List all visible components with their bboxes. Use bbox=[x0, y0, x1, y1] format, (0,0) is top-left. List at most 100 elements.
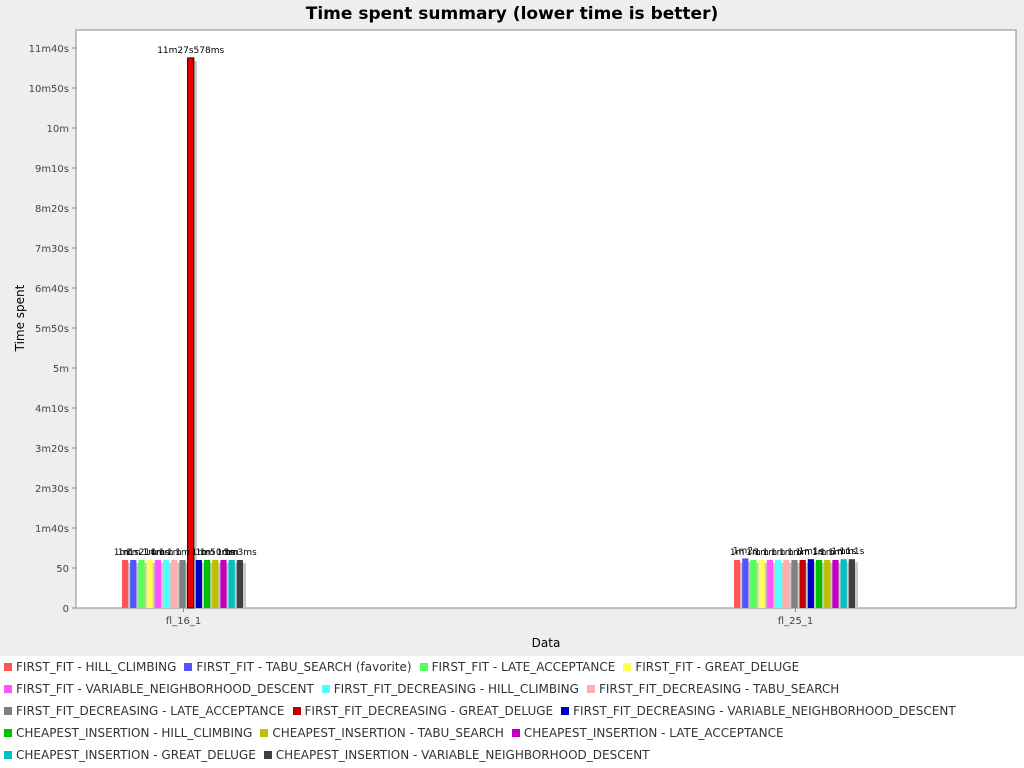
bar-highlight bbox=[236, 560, 239, 608]
bar-value-label: 1m50ms bbox=[196, 548, 236, 558]
bar-highlight bbox=[179, 560, 181, 608]
bar-value-label: 1m bbox=[216, 548, 231, 558]
bar-highlight bbox=[742, 558, 744, 608]
bar bbox=[742, 558, 749, 608]
bar bbox=[791, 560, 798, 608]
bar bbox=[236, 560, 243, 608]
legend-item: CHEAPEST_INSERTION - HILL_CLIMBING bbox=[4, 726, 252, 740]
legend-item: FIRST_FIT - GREAT_DELUGE bbox=[623, 660, 799, 674]
bar-value-label: 1m bbox=[126, 548, 141, 558]
y-axis-label: Time spent bbox=[13, 284, 27, 352]
bar bbox=[146, 560, 153, 608]
legend-swatch bbox=[263, 751, 272, 759]
bar bbox=[187, 57, 195, 609]
bar bbox=[750, 560, 757, 608]
legend-row: FIRST_FIT_DECREASING - LATE_ACCEPTANCE FI… bbox=[4, 700, 964, 722]
legend-row: CHEAPEST_INSERTION - HILL_CLIMBING CHEAPE… bbox=[4, 722, 792, 744]
bar bbox=[163, 560, 170, 608]
legend-item: FIRST_FIT_DECREASING - TABU_SEARCH bbox=[586, 682, 840, 696]
bar-highlight bbox=[775, 560, 777, 608]
bars bbox=[122, 57, 858, 609]
legend-swatch bbox=[561, 707, 570, 715]
bar-value-label: 1m bbox=[795, 548, 810, 558]
bar bbox=[195, 560, 202, 608]
bar bbox=[848, 559, 855, 608]
bar bbox=[122, 560, 129, 608]
bar-value-label: 1m bbox=[118, 548, 133, 558]
legend-label: FIRST_FIT - HILL_CLIMBING bbox=[16, 660, 177, 674]
bar bbox=[758, 560, 765, 608]
legend-swatch bbox=[586, 685, 595, 693]
legend-swatch bbox=[4, 707, 12, 715]
legend-row: FIRST_FIT - VARIABLE_NEIGHBORHOOD_DESCEN… bbox=[4, 678, 847, 700]
bar-highlight bbox=[220, 560, 222, 608]
legend-label: CHEAPEST_INSERTION - HILL_CLIMBING bbox=[16, 726, 253, 740]
bar-value-label: 1m bbox=[828, 548, 843, 558]
bar-value-label: 1m bbox=[192, 548, 207, 558]
legend-swatch bbox=[419, 663, 428, 671]
bar-highlight bbox=[816, 560, 818, 608]
bar-highlight bbox=[163, 560, 165, 608]
y-tick-label: 3m20s bbox=[35, 444, 69, 455]
bar bbox=[130, 560, 137, 608]
legend-swatch bbox=[184, 663, 193, 671]
legend-label: FIRST_FIT - TABU_SEARCH (favorite) bbox=[196, 660, 412, 674]
legend-item: FIRST_FIT_DECREASING - VARIABLE_NEIGHBOR… bbox=[561, 704, 956, 718]
legend-item: FIRST_FIT_DECREASING - HILL_CLIMBING bbox=[321, 682, 579, 696]
y-tick-label: 9m10s bbox=[35, 164, 69, 175]
bar bbox=[138, 560, 145, 608]
bar bbox=[766, 560, 773, 608]
bar-value-label: 1m bbox=[151, 548, 166, 558]
x-tick-label: fl_16_1 bbox=[166, 616, 201, 627]
bar-highlight bbox=[758, 560, 761, 608]
bar bbox=[799, 560, 806, 608]
bar-value-label: 1m1s bbox=[798, 547, 823, 557]
bar-highlight bbox=[138, 560, 140, 608]
bar-highlight bbox=[146, 560, 149, 608]
legend-item: CHEAPEST_INSERTION - LATE_ACCEPTANCE bbox=[511, 726, 784, 740]
bar-value-label: 1m bbox=[820, 548, 835, 558]
legend: FIRST_FIT - HILL_CLIMBING FIRST_FIT - TAB… bbox=[0, 656, 1024, 768]
legend-item: FIRST_FIT - HILL_CLIMBING bbox=[4, 660, 176, 674]
legend-item: FIRST_FIT_DECREASING - LATE_ACCEPTANCE bbox=[4, 704, 285, 718]
legend-label: CHEAPEST_INSERTION - TABU_SEARCH bbox=[272, 726, 504, 740]
bar bbox=[228, 560, 235, 608]
bar-highlight bbox=[750, 560, 752, 608]
legend-label: FIRST_FIT - LATE_ACCEPTANCE bbox=[431, 660, 616, 674]
bar-value-label: 1m bbox=[754, 548, 769, 558]
bar-value-label: 1m bbox=[812, 548, 827, 558]
bar-value-label: 1m bbox=[167, 548, 182, 558]
bar-highlight bbox=[204, 560, 206, 608]
bar-value-label: 1m bbox=[730, 548, 745, 558]
legend-row: CHEAPEST_INSERTION - GREAT_DELUGE CHEAPES… bbox=[4, 744, 658, 766]
legend-swatch bbox=[4, 663, 12, 671]
y-tick-label: 4m10s bbox=[35, 404, 69, 415]
x-axis-label: Data bbox=[532, 636, 561, 650]
x-tick-label: fl_25_1 bbox=[778, 616, 813, 627]
legend-label: CHEAPEST_INSERTION - LATE_ACCEPTANCE bbox=[523, 726, 784, 740]
legend-label: CHEAPEST_INSERTION - GREAT_DELUGE bbox=[16, 748, 256, 762]
legend-swatch bbox=[4, 729, 12, 737]
bar-value-label: 11m27s578ms bbox=[157, 46, 224, 56]
legend-label: FIRST_FIT_DECREASING - TABU_SEARCH bbox=[598, 682, 840, 696]
legend-item: FIRST_FIT - LATE_ACCEPTANCE bbox=[419, 660, 616, 674]
bar-highlight bbox=[848, 559, 851, 608]
legend-swatch bbox=[260, 729, 269, 737]
bar bbox=[204, 560, 211, 608]
y-tick-label: 5m bbox=[53, 364, 69, 375]
legend-label: FIRST_FIT_DECREASING - HILL_CLIMBING bbox=[333, 682, 579, 696]
legend-label: FIRST_FIT - GREAT_DELUGE bbox=[635, 660, 800, 674]
bar-highlight bbox=[799, 560, 802, 608]
bar bbox=[212, 560, 219, 608]
bar bbox=[179, 560, 186, 608]
bar-highlight bbox=[832, 560, 834, 608]
y-tick-label: 6m40s bbox=[35, 284, 69, 295]
bar-highlight bbox=[766, 560, 769, 608]
bar-value-label: 1m bbox=[787, 548, 802, 558]
bar-highlight bbox=[824, 560, 826, 608]
bar bbox=[816, 560, 823, 608]
chart-title: Time spent summary (lower time is better… bbox=[306, 4, 718, 24]
bar bbox=[220, 560, 227, 608]
bar-value-label: 1m bbox=[142, 548, 157, 558]
bar bbox=[832, 560, 839, 608]
